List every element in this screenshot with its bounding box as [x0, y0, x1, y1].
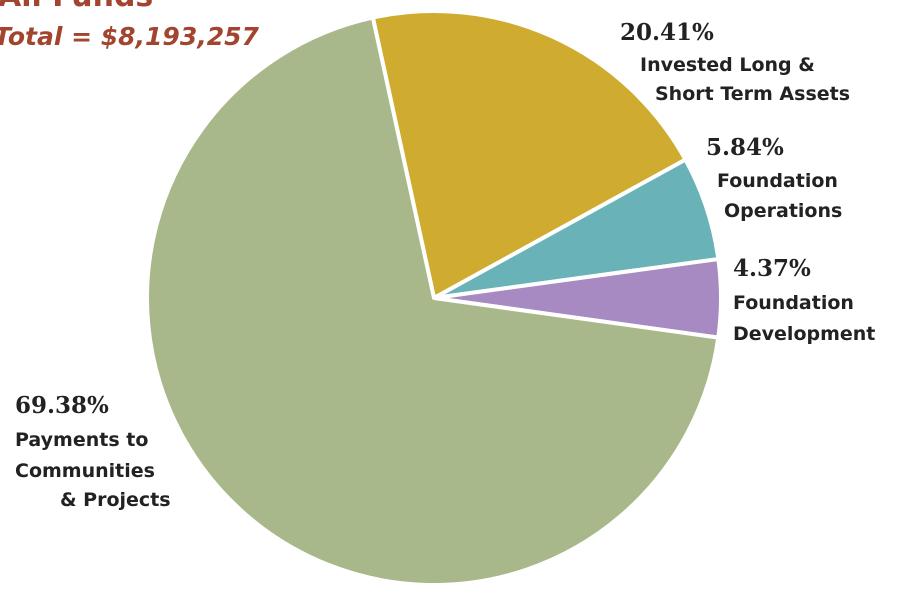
- slice-label: Invested Long &: [640, 54, 815, 76]
- slice-label: Development: [733, 323, 875, 345]
- chart-subtitle: Total = $8,193,257: [0, 22, 260, 51]
- chart-title: All Funds: [0, 0, 153, 14]
- slice-percent: 4.37%: [733, 255, 811, 282]
- slice-percent: 69.38%: [15, 392, 109, 419]
- slice-label: Operations: [724, 200, 842, 222]
- slice-label: & Projects: [60, 489, 171, 511]
- slice-label: Short Term Assets: [655, 83, 850, 105]
- slice-percent: 20.41%: [620, 19, 714, 46]
- pie-slice: [145, 15, 721, 587]
- slice-label: Foundation: [717, 170, 838, 192]
- slice-percent: 5.84%: [706, 134, 784, 161]
- slice-label: Foundation: [733, 292, 854, 314]
- slice-label: Payments to: [15, 429, 148, 451]
- slice-label: Communities: [15, 460, 155, 482]
- pie-slice: [370, 9, 688, 300]
